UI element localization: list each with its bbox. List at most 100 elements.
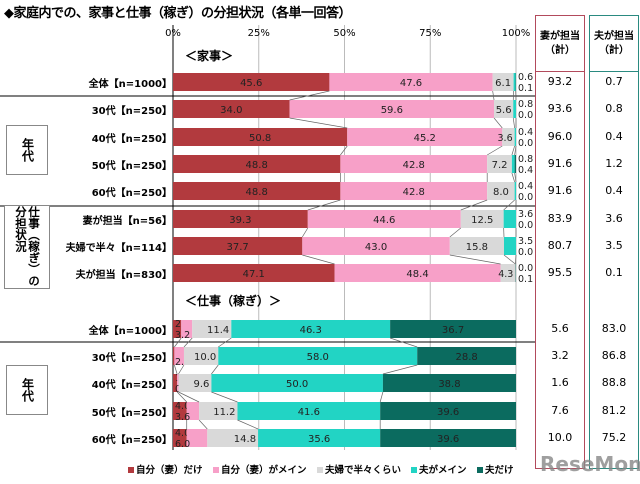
bar-segment-wife-main (340, 182, 488, 200)
connector-line (382, 364, 418, 375)
bar-segment-wife-only (173, 128, 348, 146)
legend-swatch (477, 467, 483, 473)
wife-total-header: 妻が担当 （計） (536, 16, 584, 72)
husband-total-value: 3.6 (605, 212, 623, 225)
bar-segment-wife-main (186, 429, 208, 447)
connector-line (503, 199, 515, 211)
legend-item: 自分（妻）がメイン (213, 462, 307, 476)
data-label: 39.6 (437, 434, 459, 445)
husband-total-header: 夫が担当 （計） (590, 16, 638, 72)
wife-total-value: 10.0 (547, 431, 573, 444)
bar-segment-wife-main (307, 210, 461, 228)
x-tick-label: 25% (248, 28, 270, 39)
legend-item: 夫だけ (477, 462, 514, 476)
bar-segment-wife-only (173, 237, 303, 255)
bar-segment-half (192, 320, 232, 338)
connector-line (340, 145, 348, 156)
husband-total-value: 3.5 (605, 239, 623, 252)
connector-line (211, 391, 238, 403)
connector-line (514, 172, 517, 183)
connector-line (492, 90, 495, 101)
data-label: 0.0 (518, 263, 533, 274)
bar-segment-husband-only (417, 347, 516, 365)
bar-segment-husband-main (511, 155, 515, 173)
data-label: 4.3 (498, 269, 513, 280)
wife-total-value: 80.7 (547, 239, 573, 252)
connector-line (514, 254, 517, 265)
bar-segment-wife-main (302, 237, 450, 255)
data-label: 38.8 (438, 379, 460, 390)
data-label: 47.6 (400, 78, 422, 89)
data-label: 42.8 (403, 160, 425, 171)
legend-item: 夫婦で半々くらい (317, 462, 401, 476)
wife-total-value: 91.6 (547, 157, 573, 170)
legend-label: 夫だけ (485, 465, 514, 476)
bar-segment-half (487, 182, 515, 200)
connector-line (211, 364, 219, 375)
bar-segment-wife-main (334, 264, 501, 282)
data-label: 3.6 (518, 209, 533, 220)
data-label: 4.0 (175, 428, 190, 439)
bar-segment-wife-only (173, 347, 175, 365)
data-label: 44.6 (373, 215, 395, 226)
bar-segment-wife-main (181, 320, 193, 338)
bar-segment-half (500, 264, 516, 282)
bar-segment-wife-main (289, 100, 495, 118)
data-label: 37.7 (227, 242, 249, 253)
bar-segment-wife-only (173, 429, 187, 447)
data-label: 39.3 (229, 215, 251, 226)
bar-segment-half (207, 429, 259, 447)
data-label: 15.8 (466, 242, 488, 253)
data-label: 3.6 (498, 133, 513, 144)
legend-swatch (213, 467, 219, 473)
connector-line (289, 117, 348, 129)
husband-total-value: 0.4 (605, 130, 623, 143)
row-label: 50代【n=250】 (91, 161, 172, 172)
x-tick-label: 0% (165, 28, 181, 39)
bar-segment-husband-main (503, 210, 516, 228)
group-text: 年代 (20, 378, 35, 402)
wife-total-value: 3.2 (551, 349, 569, 362)
connector-line (512, 117, 515, 129)
data-label: 3.2 (175, 330, 190, 341)
data-label: 47.1 (243, 269, 265, 280)
connector-line (449, 254, 501, 265)
data-label: 0.0 (518, 110, 533, 121)
data-label: 11.2 (213, 407, 235, 418)
husband-total-value: 1.2 (605, 157, 623, 170)
bar-segment-husband-only (382, 374, 516, 392)
watermark-logo: ReseMom (540, 452, 640, 476)
data-label: 0.6 (518, 72, 533, 83)
row-label: 30代【n=250】 (91, 106, 172, 117)
connector-line (379, 391, 384, 403)
husband-total-value: 81.2 (601, 404, 627, 417)
x-tick-label: 50% (333, 28, 355, 39)
data-label: 35.6 (308, 434, 330, 445)
bar-segment-wife-only (173, 210, 308, 228)
data-label: 0.0 (518, 220, 533, 231)
data-label: 41.6 (298, 407, 320, 418)
chart-title: ◆家庭内での、家事と仕事（稼ぎ）の分担状況（各単一回答） (4, 6, 352, 21)
husband-total-value: 0.1 (605, 266, 623, 279)
bar-segment-wife-main (329, 73, 493, 91)
wife-total-value: 93.6 (547, 102, 573, 115)
group-text: 仕事（稼ぎ）の分担状況 (14, 206, 41, 287)
header-text: 夫が担当 (594, 30, 634, 42)
group-label-age-2: 年代 (6, 365, 48, 415)
data-label: 0.4 (518, 165, 533, 176)
header-text: 妻が担当 (540, 30, 580, 42)
data-label: 43.0 (365, 242, 387, 253)
data-label: 10.0 (194, 352, 216, 363)
bar-segment-husband-main (514, 182, 516, 200)
data-label: 46.3 (300, 325, 322, 336)
husband-total-value: 75.2 (601, 431, 627, 444)
connector-line (178, 364, 185, 375)
connector-line (514, 145, 517, 156)
connector-line (302, 227, 309, 238)
x-tick-label: 75% (419, 28, 441, 39)
data-label: 9.6 (194, 379, 210, 390)
bar-segment-wife-only (173, 100, 290, 118)
bar-segment-husband-main (513, 73, 516, 91)
bar-segment-husband-only (380, 402, 516, 420)
connector-line (289, 90, 330, 101)
